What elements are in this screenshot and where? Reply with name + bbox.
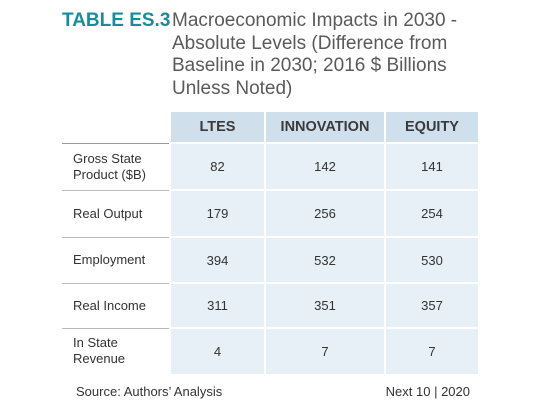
table-row: Employment 394 532 530	[62, 236, 478, 283]
column-header: EQUITY	[384, 112, 478, 143]
cell-value: 532	[264, 236, 385, 283]
cell-value: 4	[169, 327, 265, 374]
cell-value: 351	[264, 282, 385, 328]
credit: Next 10 | 2020	[385, 384, 470, 399]
title-line: Absolute Levels (Difference from	[172, 32, 448, 54]
blank-header	[62, 112, 170, 143]
cell-value: 141	[384, 142, 478, 190]
table-row: In State Revenue 4 7 7	[62, 327, 478, 374]
table-row: Real Income 311 351 357	[62, 282, 478, 328]
row-label: Real Income	[62, 282, 170, 328]
title-line: Macroeconomic Impacts in 2030 -	[172, 10, 458, 31]
table-label: TABLE ES.3	[62, 10, 171, 31]
cell-value: 394	[169, 236, 265, 283]
cell-value: 7	[384, 327, 478, 374]
source-note: Source: Authors’ Analysis	[76, 384, 223, 399]
row-label: Real Output	[62, 189, 170, 237]
cell-value: 82	[169, 142, 265, 190]
title-line: Unless Noted)	[172, 77, 293, 99]
cell-value: 254	[384, 189, 478, 237]
header-row: LTES INNOVATION EQUITY	[62, 112, 478, 143]
table-row: Real Output 179 256 254	[62, 189, 478, 237]
column-header: LTES	[169, 112, 265, 143]
column-header: INNOVATION	[264, 112, 385, 143]
table-body: Gross State Product ($B) 82 142 141 Real Out…	[62, 142, 478, 374]
cell-value: 256	[264, 189, 385, 237]
row-label: Employment	[62, 236, 170, 283]
title-line: Baseline in 2030; 2016 $ Billions	[172, 55, 447, 76]
row-label: In State Revenue	[62, 327, 170, 374]
row-label: Gross State Product ($B)	[62, 142, 170, 190]
table-row: Gross State Product ($B) 82 142 141	[62, 142, 478, 190]
cell-value: 357	[384, 282, 478, 328]
data-table: LTES INNOVATION EQUITY Gross State Product…	[62, 112, 478, 374]
cell-value: 142	[264, 142, 385, 190]
cell-value: 179	[169, 189, 265, 237]
cell-value: 530	[384, 236, 478, 283]
table-title: Macroeconomic Impacts in 2030 - Absolute …	[172, 10, 457, 100]
cell-value: 7	[264, 327, 385, 374]
cell-value: 311	[169, 282, 265, 328]
